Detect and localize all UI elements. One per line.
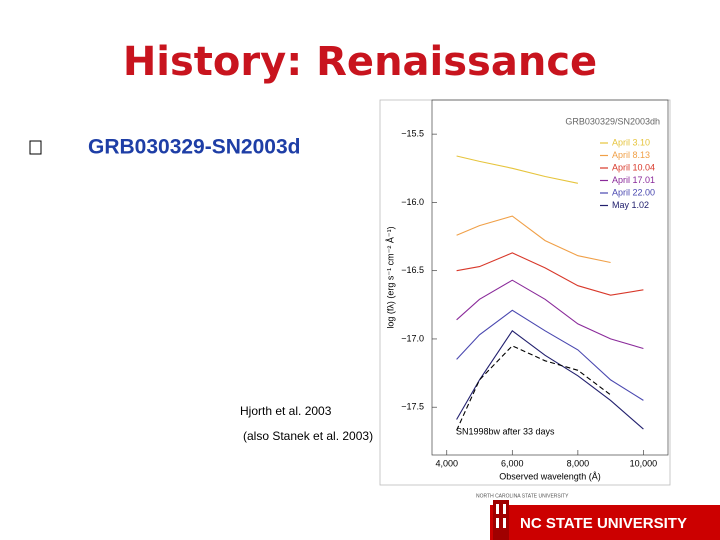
legend-label: April 10.04: [612, 162, 655, 172]
figure-frame: [379, 99, 671, 486]
spectrum-line: [456, 330, 644, 430]
legend-label: April 3.10: [612, 137, 650, 147]
spectrum-line: [456, 252, 644, 296]
bullet-box: [29, 140, 42, 155]
footer-small: NORTH CAROLINA STATE UNIVERSITY: [476, 493, 569, 499]
x-tick-label: 10,000: [630, 458, 658, 468]
chart-title: GRB030329/SN2003dh: [565, 116, 660, 126]
footer-bar: [490, 505, 720, 540]
y-axis-label: log (fλ) (erg s⁻¹ cm⁻² Å⁻¹): [385, 226, 395, 328]
y-tick-label: −15.5: [401, 129, 424, 139]
spectrum-line: [456, 155, 579, 184]
annotation: SN1998bw after 33 days: [456, 426, 555, 436]
comparison-line: [456, 345, 611, 431]
citation: Hjorth et al. 2003: [240, 404, 332, 418]
y-tick-label: −17.5: [401, 402, 424, 412]
x-axis-label: Observed wavelength (Å): [499, 471, 601, 481]
footer-university: NC STATE UNIVERSITY: [520, 515, 687, 532]
spectrum-line: [456, 309, 644, 401]
spectrum-line: [456, 279, 644, 350]
bullet-text: GRB030329-SN2003d: [88, 136, 300, 159]
legend-label: April 22.00: [612, 187, 655, 197]
y-tick-label: −16.5: [401, 265, 424, 275]
legend-label: April 8.13: [612, 150, 650, 160]
plot-area: [431, 99, 669, 456]
citation: (also Stanek et al. 2003): [243, 429, 373, 443]
spectrum-line: [456, 215, 611, 264]
legend-label: April 17.01: [612, 175, 655, 185]
x-tick-label: 4,000: [435, 458, 458, 468]
slide-title: History: Renaissance: [123, 39, 597, 85]
x-tick-label: 8,000: [567, 458, 590, 468]
legend-label: May 1.02: [612, 200, 649, 210]
y-tick-label: −17.0: [401, 333, 424, 343]
x-tick-label: 6,000: [501, 458, 524, 468]
y-tick-label: −16.0: [401, 197, 424, 207]
belltower-icon: [493, 500, 509, 540]
